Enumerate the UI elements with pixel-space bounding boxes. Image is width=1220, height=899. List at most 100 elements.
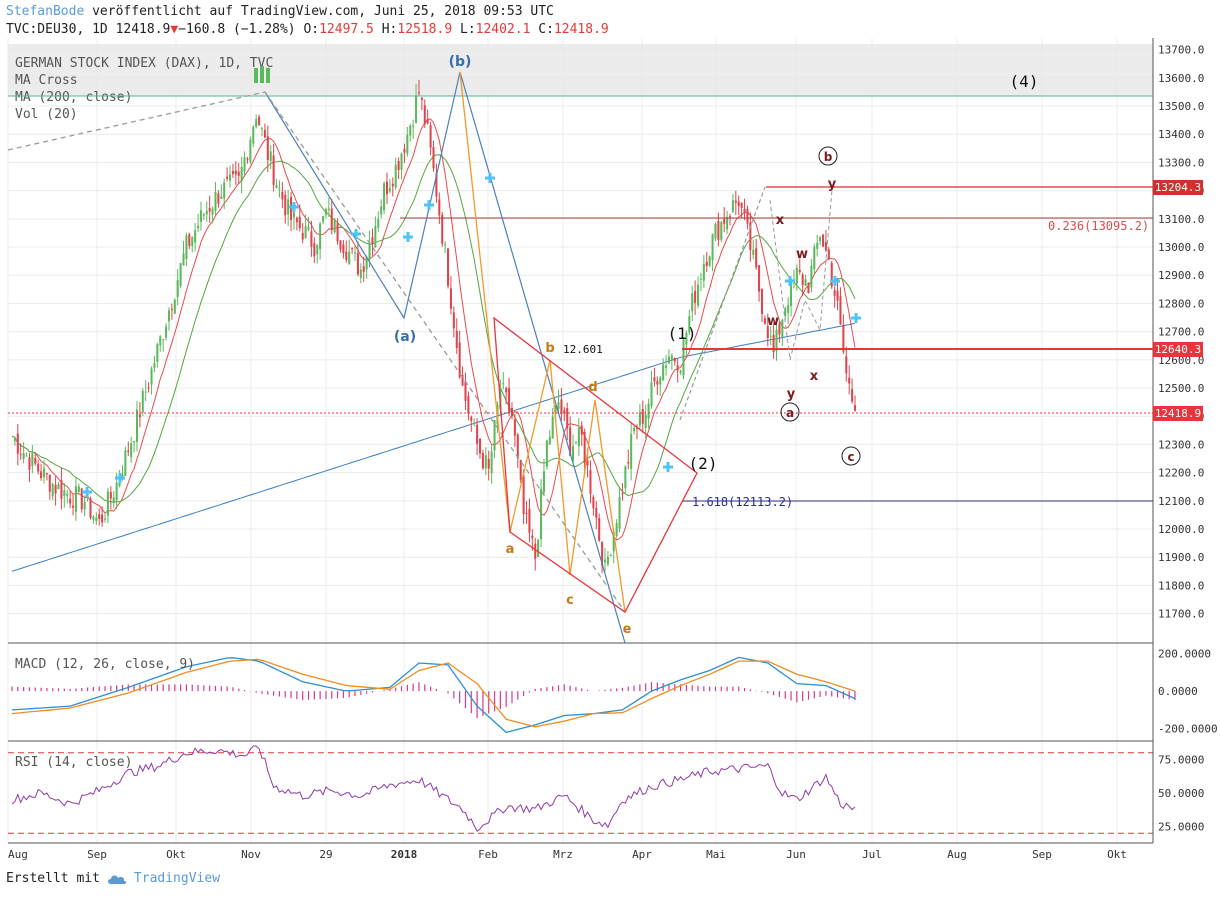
- tag-13204: [1153, 180, 1203, 195]
- tri-label-a: a: [506, 542, 515, 557]
- candle-body: [618, 496, 621, 529]
- candle-body: [266, 136, 269, 160]
- down-dashed-trend: [264, 91, 626, 613]
- time-tick-label: Aug: [947, 848, 967, 861]
- wave-label-a-big: (a): [394, 329, 416, 345]
- candle-body: [473, 422, 476, 424]
- rsi-legend: RSI (14, close): [15, 755, 132, 770]
- candle-body: [188, 234, 191, 246]
- candle-body: [734, 200, 737, 203]
- wxy-label-x2: x: [810, 369, 819, 384]
- candle-body: [763, 318, 766, 324]
- candle-body: [319, 223, 322, 250]
- candle-body: [833, 290, 836, 296]
- wxy-label-y1: y: [787, 387, 796, 402]
- candle-body: [807, 282, 810, 294]
- candle-body: [601, 541, 604, 566]
- candle-body: [359, 269, 362, 278]
- candle-body: [173, 299, 176, 314]
- candle-body: [345, 251, 348, 260]
- candle-body: [150, 368, 153, 385]
- candle-body: [676, 365, 679, 371]
- candle-body: [223, 182, 226, 199]
- candle-body: [519, 459, 522, 480]
- candle-body: [839, 296, 842, 325]
- wave-labels: (b) (a) (1) (2) (4) a b c d e w x y w x …: [394, 54, 1039, 637]
- candle-body: [537, 539, 540, 557]
- candle-body: [252, 127, 255, 144]
- wave-label-2: (2): [689, 454, 718, 473]
- candle-body: [513, 419, 516, 436]
- candle-body: [685, 332, 688, 345]
- price-tick-label: 11800.0: [1158, 579, 1204, 592]
- tradingview-link[interactable]: TradingView: [133, 871, 221, 886]
- candle-body: [540, 488, 543, 539]
- price-tick-label: 12500.0: [1158, 382, 1204, 395]
- candle-body: [371, 237, 374, 244]
- candle-body: [153, 363, 156, 368]
- candle-body: [22, 453, 25, 459]
- wave-label-4: (4): [1010, 72, 1039, 91]
- candle-body: [217, 193, 220, 204]
- price-tick-label: 12100.0: [1158, 495, 1204, 508]
- close-value: 12418.9: [553, 22, 609, 37]
- candle-body: [563, 410, 566, 414]
- macd-legend: MACD (12, 26, close, 9): [15, 657, 195, 672]
- candle-body: [758, 265, 761, 292]
- legend-ma-cross: MA Cross: [15, 73, 78, 88]
- candle-body: [304, 226, 307, 238]
- author-link[interactable]: StefanBode: [6, 4, 85, 19]
- fib-1618-label: 1.618(12113.2): [692, 495, 793, 509]
- candle-body: [522, 475, 525, 514]
- legend-title: GERMAN STOCK INDEX (DAX), 1D, TVC: [15, 56, 273, 71]
- candle-body: [510, 408, 514, 417]
- candle-body: [572, 446, 575, 462]
- candle-body: [819, 237, 822, 242]
- low-label: L:: [460, 22, 476, 37]
- candle-body: [255, 118, 258, 128]
- candle-body: [723, 218, 726, 224]
- candle-body: [13, 438, 16, 441]
- candle-body: [380, 206, 383, 215]
- tri-label-e: e: [623, 622, 632, 637]
- price-tick-label: 11700.0: [1158, 608, 1204, 621]
- candle-body: [627, 462, 630, 464]
- wxy-label-x1: x: [776, 213, 785, 228]
- open-label: O:: [303, 22, 320, 37]
- candle-body: [330, 208, 333, 230]
- candle-body: [48, 474, 51, 492]
- candle-body: [339, 240, 342, 250]
- time-tick-label: Okt: [1107, 848, 1127, 861]
- chart-area[interactable]: 200.0000 0.0000 -200.0000 75.0000 50.0000 25…: [0, 38, 1220, 864]
- candle-body: [397, 161, 400, 171]
- candle-body: [89, 498, 92, 518]
- candle-body: [650, 382, 653, 407]
- triangle-orange-line: [459, 71, 626, 613]
- cross-marker-icon: [82, 487, 92, 497]
- candle-body: [202, 214, 205, 216]
- candle-body: [435, 173, 438, 197]
- svg-text:a: a: [786, 406, 794, 420]
- candle-body: [240, 166, 243, 182]
- candle-body: [362, 266, 365, 272]
- candle-body: [197, 226, 200, 229]
- candle-body: [845, 356, 848, 374]
- candle-body: [778, 324, 781, 335]
- candle-body: [310, 231, 313, 247]
- candle-body: [784, 307, 787, 317]
- candle-body: [115, 482, 118, 501]
- candle-body: [412, 125, 415, 127]
- candle-body: [353, 252, 357, 254]
- candle-body: [179, 263, 182, 286]
- price-axis: 11700.0 11800.0 11900.0 12000.0 12100.0 12200…: [1158, 44, 1204, 621]
- tri-label-c: c: [566, 593, 574, 608]
- candle-body: [545, 440, 548, 467]
- tag-last-price: [1153, 406, 1203, 421]
- candle-body: [644, 414, 647, 429]
- candle-body: [813, 246, 816, 269]
- candle-body: [391, 183, 394, 187]
- open-value: 12497.5: [319, 22, 374, 37]
- candle-body: [156, 343, 159, 362]
- candle-body: [688, 316, 691, 333]
- high-value: 12518.9: [397, 22, 453, 37]
